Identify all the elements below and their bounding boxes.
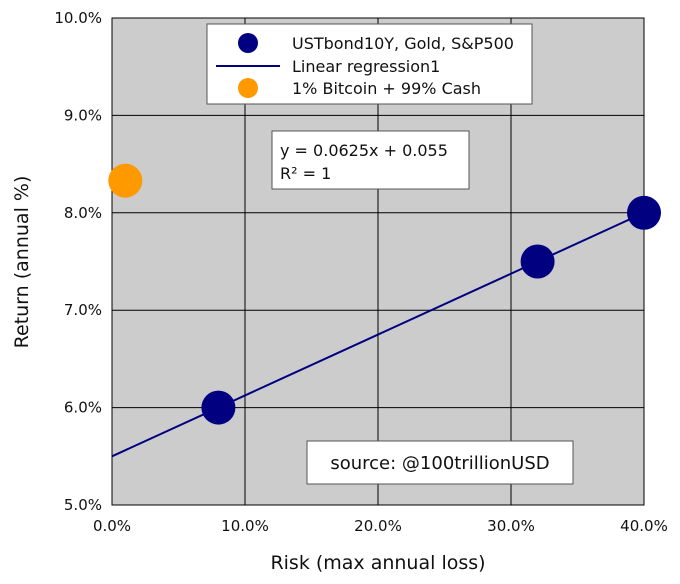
legend: USTbond10Y, Gold, S&P500 Linear regressi…: [206, 23, 533, 105]
equation-text: y = 0.0625x + 0.055: [280, 141, 448, 160]
data-point-bitcoin: [108, 163, 143, 198]
y-axis-title: Return (annual %): [11, 176, 33, 349]
tick-labels: 0.0% 10.0% 20.0% 30.0% 40.0% 5.0% 6.0% 7.0% 8.0%…: [54, 9, 667, 535]
y-tick-label: 10.0%: [54, 9, 102, 27]
source-annotation: source: @100trillionUSD: [306, 440, 574, 485]
equation-box: [271, 130, 470, 190]
x-tick-label: 40.0%: [620, 517, 668, 535]
y-tick-label: 8.0%: [64, 204, 102, 222]
legend-box: [206, 23, 533, 105]
data-point-ust: [627, 195, 661, 230]
legend-marker-bitcoin: [238, 78, 258, 98]
y-tick-label: 7.0%: [64, 301, 102, 319]
x-tick-label: 30.0%: [487, 517, 535, 535]
y-tick-label: 5.0%: [64, 496, 102, 514]
regression-equation-box: y = 0.0625x + 0.055 R² = 1: [271, 130, 470, 190]
legend-label-regression: Linear regression1: [292, 57, 440, 76]
series: [108, 163, 661, 458]
r-squared-text: R² = 1: [280, 164, 331, 183]
data-point-ust: [520, 244, 555, 279]
y-tick-label: 6.0%: [64, 399, 102, 417]
y-tick-label: 9.0%: [64, 106, 102, 124]
x-tick-label: 10.0%: [221, 517, 269, 535]
data-point-ust: [201, 390, 236, 425]
regression-line: [111, 211, 645, 458]
x-tick-label: 20.0%: [354, 517, 402, 535]
source-box: [306, 440, 574, 485]
legend-marker-ust: [238, 33, 258, 53]
legend-label-bitcoin: 1% Bitcoin + 99% Cash: [292, 79, 481, 98]
x-axis-title: Risk (max annual loss): [270, 552, 485, 574]
source-text: source: @100trillionUSD: [330, 453, 549, 474]
legend-label-ust: USTbond10Y, Gold, S&P500: [292, 34, 514, 53]
x-tick-label: 0.0%: [93, 517, 131, 535]
